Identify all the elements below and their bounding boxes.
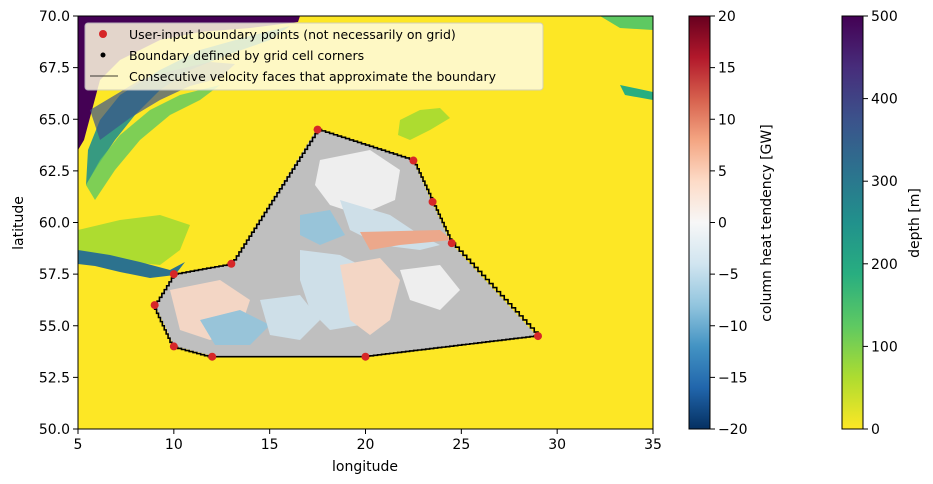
coastal-green <box>78 215 190 265</box>
boundary-point <box>169 342 178 351</box>
boundary-point <box>227 259 236 268</box>
y-tick-label: 55.0 <box>39 319 70 335</box>
legend-marker-points <box>99 30 107 38</box>
x-axis-label: longitude <box>332 459 398 475</box>
boundary-point <box>361 352 370 361</box>
y-tick-label: 65.0 <box>39 112 70 128</box>
colorbar-tick-label: 300 <box>871 174 898 190</box>
colorbar-tick-label: 200 <box>871 257 898 273</box>
heat-tendency-field <box>170 150 460 345</box>
ne-patch <box>600 16 653 30</box>
colorbar-tick-label: −15 <box>718 370 748 386</box>
colorbar-tick-label: 15 <box>718 61 736 77</box>
colorbar-tick-label: 400 <box>871 92 898 108</box>
boundary-point <box>428 197 437 206</box>
legend-marker-corners <box>100 52 106 58</box>
x-tick-label: 30 <box>548 437 566 453</box>
colorbar-depth-ticks: 500 400 300 200 100 0 <box>863 9 898 438</box>
x-tick-label: 35 <box>644 437 662 453</box>
y-tick-label: 62.5 <box>39 164 70 180</box>
boundary-point <box>447 239 456 248</box>
legend-entry-points: User-input boundary points (not necessar… <box>129 27 456 42</box>
boundary-point <box>313 125 322 134</box>
colorbar-tick-label: −10 <box>718 319 748 335</box>
y-axis-ticks: 50.0 52.5 55.0 57.5 60.0 62.5 65.0 67.5 70.0 <box>39 9 78 438</box>
colorbar-heat-ticks: 20 15 10 5 0 −15 −10 −5 −20 <box>710 9 748 438</box>
north-patch <box>398 108 450 140</box>
colorbar-tick-label: 20 <box>718 9 736 25</box>
y-tick-label: 52.5 <box>39 370 70 386</box>
x-tick-label: 10 <box>165 437 183 453</box>
colorbar-depth-label: depth [m] <box>907 188 923 258</box>
boundary-point <box>169 270 178 279</box>
boundary-point <box>208 352 217 361</box>
colorbar-depth-gradient <box>841 15 864 430</box>
y-axis-label: latitude <box>11 196 27 250</box>
colorbar-depth: 500 400 300 200 100 0 depth [m] <box>841 9 923 438</box>
x-tick-label: 20 <box>357 437 375 453</box>
colorbar-tick-label: −5 <box>718 267 739 283</box>
colorbar-tick-label: 500 <box>871 9 898 25</box>
x-tick-label: 15 <box>261 437 279 453</box>
colorbar-heat: 20 15 10 5 0 −15 −10 −5 −20 column heat tendency… <box>688 9 775 438</box>
y-tick-label: 57.5 <box>39 267 70 283</box>
channel-teal <box>78 250 185 278</box>
x-tick-label: 25 <box>452 437 470 453</box>
boundary-point <box>534 332 542 341</box>
colorbar-tick-label: 0 <box>718 216 727 232</box>
colorbar-heat-label: column heat tendency [GW] <box>759 124 775 321</box>
colorbar-tick-label: 10 <box>718 112 736 128</box>
legend-entry-corners: Boundary defined by grid cell corners <box>129 48 364 63</box>
boundary-point <box>409 156 418 165</box>
colorbar-tick-label: 100 <box>871 339 898 355</box>
y-tick-label: 60.0 <box>39 216 70 232</box>
boundary-points <box>150 125 542 361</box>
y-tick-label: 50.0 <box>39 422 70 438</box>
colorbar-tick-label: 5 <box>718 164 727 180</box>
y-tick-label: 67.5 <box>39 61 70 77</box>
colorbar-tick-label: −20 <box>718 422 748 438</box>
colorbar-heat-gradient <box>688 15 711 430</box>
east-patch <box>620 85 653 100</box>
colorbar-tick-label: 0 <box>871 422 880 438</box>
x-tick-label: 5 <box>74 437 83 453</box>
legend-box <box>84 22 544 91</box>
boundary-point <box>150 301 159 310</box>
legend: User-input boundary points (not necessar… <box>84 22 544 91</box>
shelf-green <box>86 85 220 200</box>
y-tick-label: 70.0 <box>39 9 70 25</box>
legend-entry-faces: Consecutive velocity faces that approxim… <box>129 69 497 84</box>
x-axis-ticks: 5 10 15 20 25 30 35 <box>74 429 662 453</box>
